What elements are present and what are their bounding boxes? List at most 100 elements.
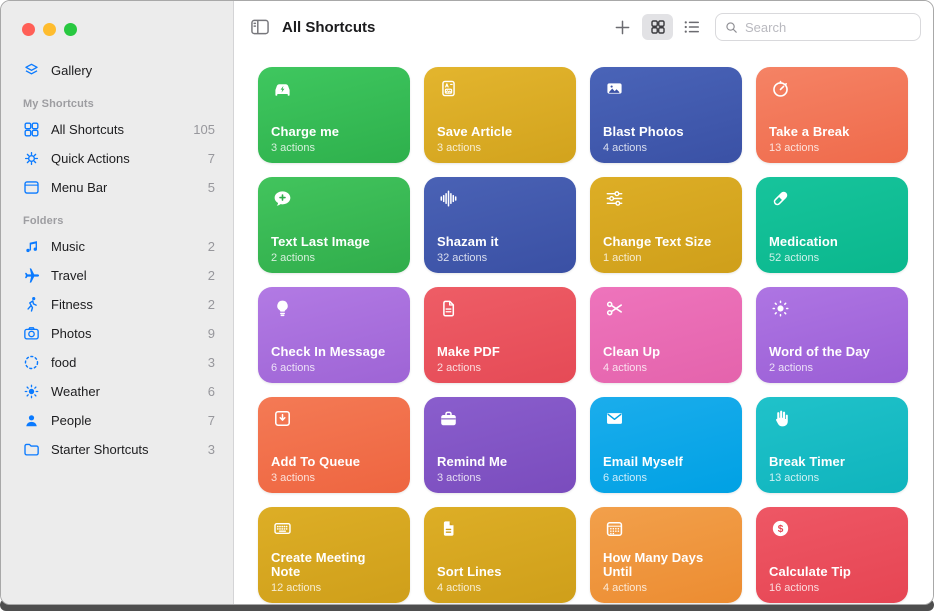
zoom-button[interactable] (64, 23, 77, 36)
shortcut-card-add-to-queue[interactable]: Add To Queue 3 actions (258, 397, 410, 493)
envelope-icon (603, 407, 626, 430)
shortcut-card-blast-photos[interactable]: Blast Photos 4 actions (590, 67, 742, 163)
sidebar-item-label: All Shortcuts (51, 122, 124, 137)
shortcut-card-text-last-image[interactable]: Text Last Image 2 actions (258, 177, 410, 273)
card-text: Word of the Day 2 actions (769, 345, 895, 374)
card-title: How Many Days Until (603, 549, 704, 580)
airplane-icon (22, 266, 41, 285)
sidebar-item-weather[interactable]: Weather 6 (1, 377, 233, 406)
sidebar-item-menu-bar[interactable]: Menu Bar 5 (1, 173, 233, 202)
waveform-icon (437, 187, 460, 210)
card-subtitle: 16 actions (769, 582, 820, 594)
dollar-circle-icon: $ (769, 517, 792, 540)
svg-text:$: $ (778, 524, 784, 535)
card-text: Email Myself 6 actions (603, 455, 729, 484)
shortcut-card-charge-me[interactable]: Charge me 3 actions (258, 67, 410, 163)
card-subtitle: 6 actions (603, 472, 648, 484)
photo-icon (603, 77, 626, 100)
document-fill-icon (437, 517, 460, 540)
sidebar-item-quick-actions[interactable]: Quick Actions 7 (1, 144, 233, 173)
sidebar-item-label: Quick Actions (51, 151, 130, 166)
shortcut-card-word-of-the-day[interactable]: Word of the Day 2 actions (756, 287, 908, 383)
shortcut-card-shazam-it[interactable]: Shazam it 32 actions (424, 177, 576, 273)
keyboard-icon (271, 517, 294, 540)
scissors-icon (603, 297, 626, 320)
grid-view-button[interactable] (642, 14, 673, 40)
sidebar-item-fitness[interactable]: Fitness 2 (1, 290, 233, 319)
shortcut-card-make-pdf[interactable]: Make PDF 2 actions (424, 287, 576, 383)
add-shortcut-button[interactable] (612, 17, 633, 38)
sidebar-item-starter-shortcuts[interactable]: Starter Shortcuts 3 (1, 435, 233, 464)
sidebar-item-food[interactable]: food 3 (1, 348, 233, 377)
toolbar: All Shortcuts (234, 1, 933, 53)
card-text: Sort Lines 4 actions (437, 565, 563, 594)
card-text: Create Meeting Note 12 actions (271, 550, 397, 594)
shortcut-card-break-timer[interactable]: Break Timer 13 actions (756, 397, 908, 493)
sidebar-item-count: 7 (207, 151, 215, 166)
shortcut-card-save-article[interactable]: Save Article 3 actions (424, 67, 576, 163)
sidebar-item-label: Weather (51, 384, 100, 399)
card-text: Make PDF 2 actions (437, 345, 563, 374)
tray-download-icon (271, 407, 294, 430)
shortcut-card-medication[interactable]: Medication 52 actions (756, 177, 908, 273)
calendar-dots-icon (603, 517, 626, 540)
card-title: Break Timer (769, 454, 846, 470)
shortcut-card-how-many-days-until[interactable]: How Many Days Until 4 actions (590, 507, 742, 603)
card-title: Remind Me (437, 454, 508, 470)
sidebar-item-travel[interactable]: Travel 2 (1, 261, 233, 290)
shortcut-card-calculate-tip[interactable]: $ Calculate Tip 16 actions (756, 507, 908, 603)
sidebar-toggle-icon[interactable] (249, 16, 271, 38)
article-icon (437, 77, 460, 100)
sidebar-item-photos[interactable]: Photos 9 (1, 319, 233, 348)
card-title: Word of the Day (769, 344, 870, 360)
close-button[interactable] (22, 23, 35, 36)
runner-icon (22, 295, 41, 314)
pill-icon (769, 187, 792, 210)
card-text: Add To Queue 3 actions (271, 455, 397, 484)
card-title: Save Article (437, 124, 513, 140)
sidebar-item-count: 2 (207, 239, 215, 254)
sidebar-item-people[interactable]: People 7 (1, 406, 233, 435)
minimize-button[interactable] (43, 23, 56, 36)
card-subtitle: 2 actions (271, 252, 316, 264)
gear-icon (22, 149, 41, 168)
card-title: Text Last Image (271, 234, 370, 250)
menubar-icon (22, 178, 41, 197)
shortcut-card-take-a-break[interactable]: Take a Break 13 actions (756, 67, 908, 163)
card-text: Clean Up 4 actions (603, 345, 729, 374)
search-icon (724, 20, 739, 35)
shortcut-card-sort-lines[interactable]: Sort Lines 4 actions (424, 507, 576, 603)
search-field[interactable] (715, 13, 921, 41)
list-view-button[interactable] (682, 17, 702, 37)
shortcut-card-create-meeting-note[interactable]: Create Meeting Note 12 actions (258, 507, 410, 603)
sidebar-item-count: 3 (207, 442, 215, 457)
search-input[interactable] (739, 19, 912, 35)
sidebar-item-all-shortcuts[interactable]: All Shortcuts 105 (1, 115, 233, 144)
card-text: Save Article 3 actions (437, 125, 563, 154)
sun-icon (22, 382, 41, 401)
sidebar-item-label: Photos (51, 326, 92, 341)
shortcut-card-clean-up[interactable]: Clean Up 4 actions (590, 287, 742, 383)
sidebar: Gallery My Shortcuts All Shortcuts 105 Q… (1, 1, 234, 604)
toolbar-actions (612, 13, 921, 41)
sidebar-item-count: 2 (207, 297, 215, 312)
folder-icon (22, 440, 41, 459)
card-text: Charge me 3 actions (271, 125, 397, 154)
shortcut-card-remind-me[interactable]: Remind Me 3 actions (424, 397, 576, 493)
sidebar-item-label: Starter Shortcuts (51, 442, 149, 457)
shortcut-card-change-text-size[interactable]: Change Text Size 1 action (590, 177, 742, 273)
card-title: Shazam it (437, 234, 499, 250)
card-subtitle: 6 actions (271, 362, 316, 374)
shortcut-card-email-myself[interactable]: Email Myself 6 actions (590, 397, 742, 493)
grid-view-icon (649, 18, 667, 36)
card-title: Sort Lines (437, 564, 502, 580)
sidebar-item-music[interactable]: Music 2 (1, 232, 233, 261)
card-title: Clean Up (603, 344, 661, 360)
card-title: Change Text Size (603, 234, 712, 250)
card-text: Check In Message 6 actions (271, 345, 397, 374)
sidebar-item-label: Fitness (51, 297, 93, 312)
sidebar-item-label: Menu Bar (51, 180, 108, 195)
shortcut-card-check-in-message[interactable]: Check In Message 6 actions (258, 287, 410, 383)
card-subtitle: 1 action (603, 252, 642, 264)
sidebar-item-gallery[interactable]: Gallery (1, 56, 233, 85)
